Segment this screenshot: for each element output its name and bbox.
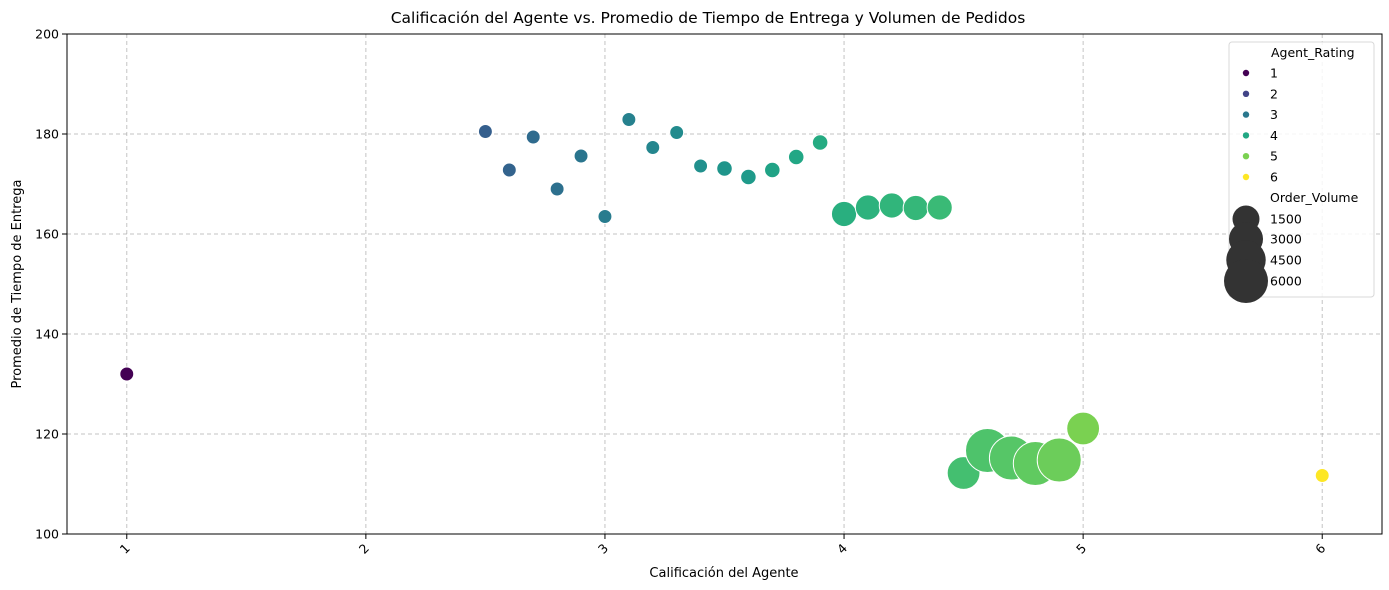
data-point: [549, 181, 565, 197]
x-tick-label: 5: [1073, 541, 1089, 557]
legend-hue-marker: [1242, 173, 1250, 181]
data-point: [716, 160, 733, 177]
legend-size-label: 4500: [1270, 253, 1302, 268]
data-point: [525, 129, 541, 145]
grid: [67, 34, 1382, 534]
y-tick-label: 180: [35, 127, 59, 142]
y-tick-label: 200: [35, 27, 59, 42]
data-point: [740, 168, 757, 186]
legend-hue-marker: [1242, 111, 1250, 118]
data-point: [621, 112, 637, 127]
y-axis-ticks: 100 120 140 160 180 200: [35, 27, 67, 542]
y-tick-label: 100: [35, 527, 59, 542]
legend-hue-label: 3: [1270, 107, 1278, 122]
data-point: [787, 148, 805, 166]
data-point: [854, 194, 882, 221]
x-axis-label: Calificación del Agente: [649, 566, 798, 581]
data-point: [902, 194, 929, 222]
legend-hue-label: 2: [1270, 86, 1278, 101]
data-point: [669, 125, 685, 140]
legend-size-label: 1500: [1270, 212, 1302, 227]
y-tick-label: 160: [35, 227, 59, 242]
legend-hue-marker: [1242, 69, 1250, 77]
plot-frame: [66, 33, 1383, 535]
legend-size-title: Order_Volume: [1270, 190, 1359, 205]
data-point: [477, 124, 493, 139]
chart-title: Calificación del Agente vs. Promedio de …: [391, 9, 1026, 27]
x-tick-label: 1: [117, 541, 133, 557]
data-point: [878, 192, 905, 219]
legend-box: [1228, 41, 1375, 298]
data-point: [830, 200, 858, 228]
x-tick-label: 6: [1312, 540, 1328, 556]
data-point: [597, 209, 613, 224]
data-point: [645, 140, 661, 155]
x-tick-label: 4: [834, 540, 850, 556]
legend-hue-marker: [1242, 153, 1250, 160]
data-point: [811, 134, 829, 151]
legend-hue-label: 1: [1270, 66, 1278, 81]
data-point: [501, 162, 517, 178]
data-point: [119, 366, 135, 382]
data-point: [926, 194, 953, 221]
x-tick-label: 2: [356, 541, 372, 557]
x-axis-ticks: 1 2 3 4 5 6: [117, 534, 1328, 557]
legend-hue-label: 5: [1270, 149, 1278, 164]
data-point: [764, 161, 781, 179]
data-point: [1036, 437, 1082, 483]
data-point: [693, 158, 709, 174]
legend-hue-marker: [1242, 132, 1250, 139]
y-tick-label: 140: [35, 327, 59, 342]
data-point: [1314, 468, 1330, 483]
data-point: [1066, 411, 1101, 446]
x-tick-label: 3: [595, 541, 611, 557]
legend-hue-marker: [1242, 90, 1250, 98]
y-tick-label: 120: [35, 427, 59, 442]
legend-hue-label: 4: [1270, 128, 1278, 143]
legend: Agent_Rating 1 2 3 4 5 6 Order_Volume 1500 3000 45…: [1224, 41, 1375, 303]
legend-hue-title: Agent_Rating: [1271, 45, 1355, 60]
data-point: [573, 148, 589, 164]
y-axis-label: Promedio de Tiempo de Entrega: [10, 180, 25, 389]
data-points: [119, 112, 1330, 490]
legend-size-marker: [1224, 259, 1268, 303]
legend-size-label: 3000: [1270, 232, 1302, 247]
legend-size-label: 6000: [1270, 274, 1302, 289]
legend-hue-label: 6: [1270, 170, 1278, 185]
